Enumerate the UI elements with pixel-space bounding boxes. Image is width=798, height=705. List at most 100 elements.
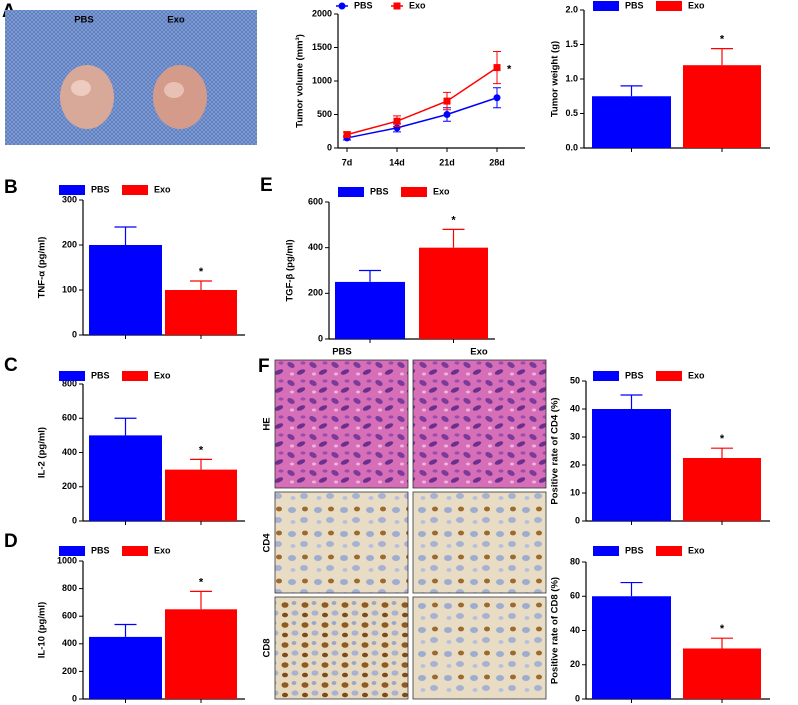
y-tick-label: 0 [575, 693, 580, 703]
legend-label: Exo [688, 545, 705, 555]
y-tick-label: 1500 [312, 42, 332, 52]
legend-label: PBS [91, 545, 110, 555]
y-axis-label: IL-10 (pg/ml) [37, 602, 48, 658]
y-tick-label: 30 [570, 431, 580, 441]
point [443, 97, 451, 105]
y-axis-label: Positive rate of CD8 (%) [550, 577, 561, 684]
histology-image [274, 491, 409, 594]
error-bar [114, 417, 137, 436]
legend-label: Exo [154, 545, 171, 555]
legend-swatch [593, 546, 619, 556]
bar [165, 469, 237, 521]
y-tick-label: 600 [308, 196, 323, 206]
legend-label: PBS [354, 0, 373, 10]
panel-letter: B [4, 177, 18, 198]
legend-label: PBS [625, 545, 644, 555]
legend-swatch [656, 1, 682, 11]
bar [592, 96, 671, 148]
y-tick-label: 40 [570, 403, 580, 413]
legend-swatch [122, 185, 148, 195]
y-tick-label: 2.0 [565, 4, 578, 14]
y-tick-label: 600 [62, 413, 77, 423]
error-bar [711, 48, 733, 66]
legend-swatch [656, 371, 682, 381]
y-axis-label: Tumor volume (mm³) [295, 34, 306, 128]
tumor [153, 65, 207, 129]
y-tick-label: 0.5 [565, 108, 578, 118]
legend-label: Exo [688, 370, 705, 380]
row-label: CD8 [262, 638, 273, 657]
y-tick-label: 1.0 [565, 73, 578, 83]
x-tick-label: 21d [439, 157, 455, 167]
annotation: * [199, 576, 204, 588]
bar [683, 458, 761, 521]
legend-swatch [338, 187, 364, 197]
y-tick-label: 800 [62, 378, 77, 388]
y-tick-label: 0 [575, 515, 580, 525]
y-tick-label: 60 [570, 591, 580, 601]
y-tick-label: 0 [72, 515, 77, 525]
y-tick-label: 200 [62, 481, 77, 491]
y-tick-label: 600 [62, 611, 77, 621]
column-label: PBS [332, 347, 352, 358]
error-bar [620, 581, 643, 597]
legend-label: PBS [625, 370, 644, 380]
y-tick-label: 40 [570, 625, 580, 635]
annotation: * [720, 623, 725, 635]
legend-label: PBS [91, 184, 110, 194]
x-tick-label: 7d [342, 157, 353, 167]
legend-swatch [59, 185, 85, 195]
y-tick-label: 0.0 [565, 142, 578, 152]
photo-label: PBS [74, 15, 94, 26]
tumor-highlight [71, 80, 91, 96]
panel-letter: E [260, 175, 273, 196]
legend-marker [393, 2, 401, 10]
y-axis-label: TGF-β (pg/ml) [285, 239, 296, 301]
bar [592, 596, 671, 699]
bar [592, 409, 671, 521]
series-line [346, 97, 498, 139]
tumor-highlight [164, 82, 184, 98]
error-bar [711, 637, 733, 649]
photo-label: Exo [167, 15, 185, 26]
annotation: * [720, 34, 725, 46]
bar [683, 648, 761, 699]
y-axis-label: IL-2 (pg/ml) [37, 427, 48, 478]
histology-image [412, 491, 547, 594]
point [443, 111, 451, 118]
y-tick-label: 1.5 [565, 39, 578, 49]
y-tick-label: 0 [72, 329, 77, 339]
y-tick-label: 2000 [312, 8, 332, 18]
y-axis-label: Positive rate of CD4 (%) [550, 397, 561, 504]
error-bar [359, 269, 381, 282]
annotation: * [199, 266, 204, 278]
y-tick-label: 20 [570, 459, 580, 469]
error-bar [114, 623, 137, 637]
histology-image [412, 359, 547, 489]
panel-letter: F [258, 356, 270, 377]
panel-letter: D [4, 531, 18, 552]
bar [89, 435, 162, 521]
legend-swatch [401, 187, 427, 197]
legend-label: PBS [625, 0, 644, 10]
y-tick-label: 0 [72, 693, 77, 703]
bar [419, 247, 488, 339]
series-line [346, 66, 498, 136]
error-bar [190, 280, 212, 290]
legend-label: Exo [688, 0, 705, 10]
tumor-photo [5, 10, 257, 145]
tumor [60, 65, 114, 129]
legend-swatch [122, 546, 148, 556]
point [343, 131, 351, 139]
y-tick-label: 20 [570, 659, 580, 669]
legend-swatch [593, 1, 619, 11]
y-tick-label: 400 [62, 638, 77, 648]
panel-letter: C [4, 355, 18, 376]
error-bar [190, 590, 212, 610]
annotation: * [199, 444, 204, 456]
row-label: CD4 [262, 533, 273, 553]
bar [89, 245, 162, 335]
histology-image [274, 596, 409, 700]
bar [683, 65, 761, 148]
